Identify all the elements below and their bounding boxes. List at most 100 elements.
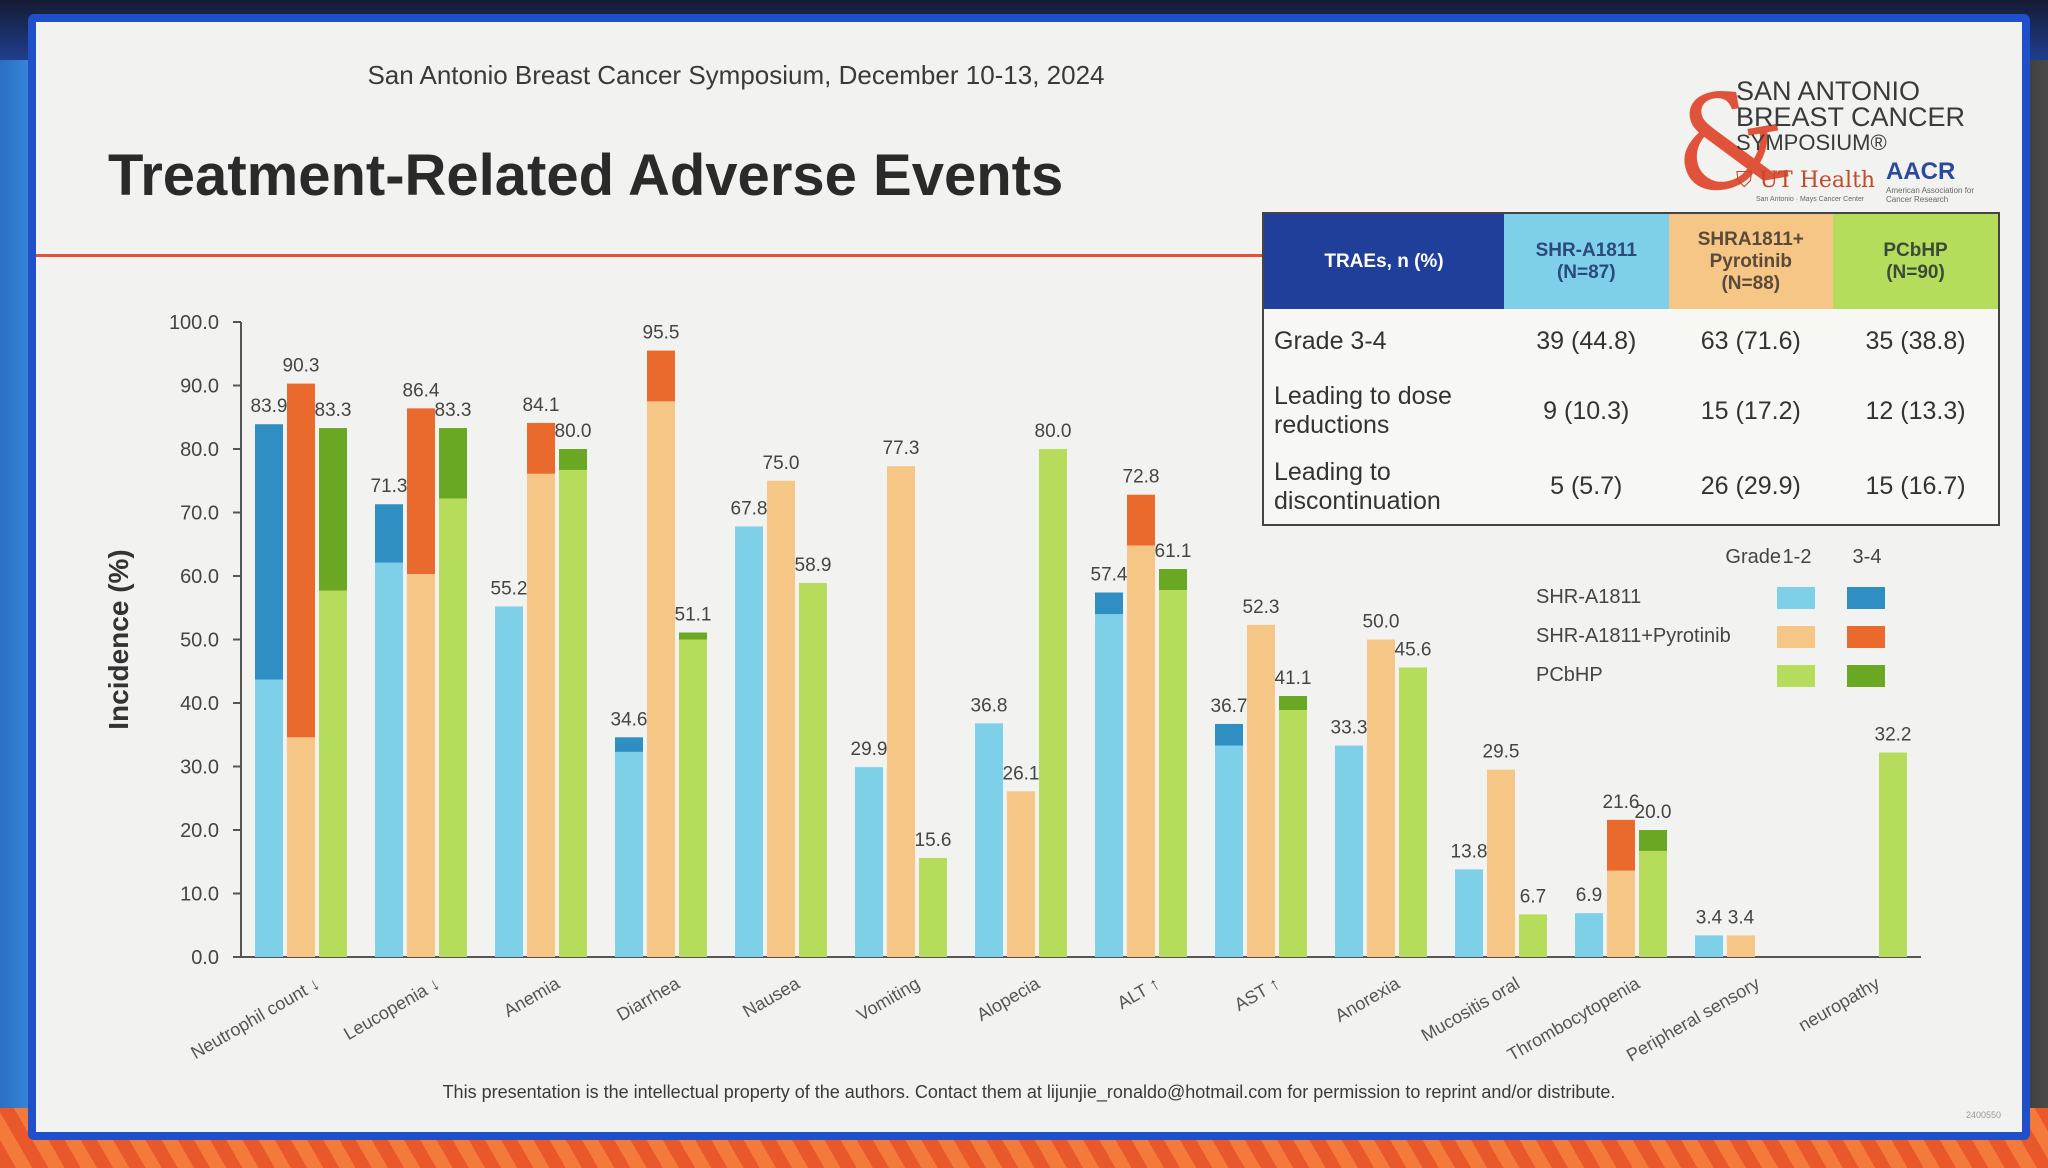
row-label: Grade 3-4 [1263,309,1504,373]
bar-value-label: 71.3 [371,476,408,497]
legend-swatch-grade-3-4 [1847,626,1885,648]
bar-value-label: 3.4 [1696,907,1723,928]
table-row: Leading to discontinuation 5 (5.7) 26 (29… [1263,449,1999,525]
row-label-line: discontinuation [1274,486,1441,515]
bar-grade-1-2 [1335,745,1363,957]
bar-grade-3-4 [1095,592,1123,615]
row-label-line: reductions [1274,411,1390,439]
bar-value-label: 21.6 [1603,792,1640,813]
bar-grade-3-4 [287,383,315,738]
bar-value-label: 34.6 [611,709,648,730]
column-header-line: Pyrotinib [1709,250,1792,272]
bar-grade-1-2 [615,751,643,957]
logo-wordmark: SAN ANTONIO BREAST CANCER SYMPOSIUM® [1736,78,1965,156]
column-header-line: (N=88) [1721,272,1781,294]
y-tick-label: 60.0 [180,566,219,588]
bar-grade-3-4 [1607,819,1635,871]
bar-grade-1-2 [319,590,347,957]
bar-grade-1-2 [1039,449,1067,957]
aacr-logo: AACR [1886,158,1956,185]
bar-grade-3-4 [647,350,675,402]
bar-grade-1-2 [855,767,883,957]
y-tick-label: 80.0 [180,439,219,461]
y-tick-label: 20.0 [180,820,219,842]
bar-grade-3-4 [1127,494,1155,546]
traes-summary-table: TRAEs, n (%) SHR-A1811 (N=87) SHRA1811+ … [1262,212,2000,526]
bar-grade-1-2 [527,473,555,957]
bar-value-label: 6.7 [1520,886,1546,907]
table-row: Leading to dose reductions 9 (10.3) 15 (1… [1263,373,1999,449]
row-label-line: Grade 3-4 [1274,326,1387,355]
bar-grade-1-2 [1519,914,1547,957]
bar-value-label: 33.3 [1331,718,1368,739]
bar-grade-1-2 [1159,589,1187,957]
ut-health-logo: ⛉ UT Health [1736,168,1875,193]
bar-grade-1-2 [1607,870,1635,957]
bar-grade-3-4 [1639,830,1667,851]
y-tick-label: 30.0 [180,757,219,779]
bar-grade-3-4 [1159,569,1187,590]
bar-grade-1-2 [1727,935,1755,957]
bar-grade-1-2 [1455,869,1483,957]
table-cell: 39 (44.8) [1536,326,1637,355]
bar-grade-1-2 [1487,769,1515,957]
bar-grade-1-2 [1399,667,1427,957]
bar-grade-3-4 [375,504,403,563]
bar-value-label: 86.4 [403,380,440,401]
presentation-slide: San Antonio Breast Cancer Symposium, Dec… [28,14,2030,1140]
y-tick-label: 0.0 [191,947,219,969]
bar-value-label: 57.4 [1091,565,1128,586]
column-header-shr-a1811-pyrotinib: SHRA1811+ Pyrotinib (N=88) [1668,213,1834,309]
y-tick-label: 50.0 [180,630,219,652]
bar-value-label: 95.5 [643,323,680,344]
legend-swatch-grade-1-2 [1777,665,1815,687]
legend-swatch-grade-1-2 [1777,587,1815,609]
bar-value-label: 58.9 [795,555,832,576]
x-tick-label: Peripheral sensory [1623,973,1763,1065]
y-tick-label: 90.0 [180,376,219,398]
table-cell: 5 (5.7) [1550,472,1623,500]
table-cell: 15 (16.7) [1865,472,1966,500]
bar-value-label: 75.0 [763,453,800,474]
bar-grade-1-2 [679,639,707,957]
y-axis-title: Incidence (%) [103,549,134,729]
ut-health-label: UT Health [1759,168,1876,193]
row-label-line: Leading to [1274,457,1391,486]
y-tick-label: 10.0 [180,884,219,906]
legend-entry-label: SHR-A1811 [1536,586,1641,608]
bar-grade-1-2 [735,526,763,957]
logo-line-2: BREAST CANCER [1736,102,1966,132]
table-cell: 26 (29.9) [1700,472,1801,500]
bar-grade-1-2 [1639,850,1667,957]
sabcs-logo: & SAN ANTONIO BREAST CANCER SYMPOSIUM® ⛉… [1636,56,1996,228]
legend-grade-34-label: 3-4 [1853,546,1882,568]
legend-swatch-grade-3-4 [1847,587,1885,609]
bar-grade-1-2 [375,562,403,957]
bar-grade-1-2 [1215,745,1243,957]
bar-value-label: 84.1 [523,395,560,416]
table-header-row: TRAEs, n (%) SHR-A1811 (N=87) SHRA1811+ … [1263,213,1999,309]
bar-value-label: 15.6 [915,830,952,851]
bar-grade-3-4 [255,424,283,680]
bar-value-label: 77.3 [883,438,920,459]
column-header-line: (N=87) [1556,261,1616,283]
bar-grade-1-2 [1575,913,1603,957]
bar-grade-3-4 [439,428,467,499]
bar-value-label: 83.9 [251,396,288,417]
bar-value-label: 67.8 [731,498,768,519]
legend-entry-label: PCbHP [1536,664,1603,686]
x-tick-label: Nausea [739,973,804,1022]
bar-value-label: 26.1 [1003,763,1040,784]
bar-grade-3-4 [527,422,555,474]
y-tick-label: 70.0 [180,503,219,525]
logo-line-3: SYMPOSIUM® [1736,130,1887,155]
bar-value-label: 29.5 [1483,742,1520,763]
y-tick-label: 100.0 [169,312,219,334]
column-header-pcbhp: PCbHP (N=90) [1833,213,1999,309]
table-cell: 9 (10.3) [1543,396,1630,425]
bar-grade-1-2 [1095,614,1123,957]
x-tick-label: Vomiting [853,973,923,1025]
row-label-line: Leading to dose [1274,382,1452,410]
bar-value-label: 50.0 [1363,612,1400,633]
bar-grade-1-2 [1367,639,1395,957]
